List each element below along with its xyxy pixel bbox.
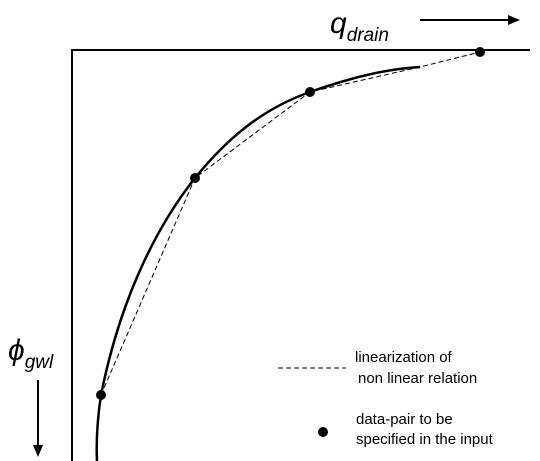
data-pair [475, 47, 485, 57]
data-pairs [96, 47, 485, 400]
x-arrowhead [508, 15, 520, 25]
y-symbol: ϕ [8, 334, 25, 367]
legend-text: data-pair to be [356, 411, 453, 428]
x-subscript: drain [347, 25, 389, 46]
linearization [100, 51, 481, 396]
y-subscript: gwl [25, 352, 54, 373]
y-arrowhead [33, 445, 43, 457]
legend-text: non linear relation [358, 370, 477, 387]
legend-text: linearization of [355, 349, 453, 366]
y-axis-label: ϕgwl [8, 334, 54, 373]
legend-dot [318, 427, 328, 437]
legend-text: specified in the input [356, 431, 494, 448]
x-symbol: q [330, 7, 347, 40]
data-pair [96, 390, 106, 400]
nonlinear-curve [95, 65, 421, 461]
data-pair [190, 173, 200, 183]
x-axis-label: qdrain [330, 7, 389, 46]
data-pair [305, 87, 315, 97]
